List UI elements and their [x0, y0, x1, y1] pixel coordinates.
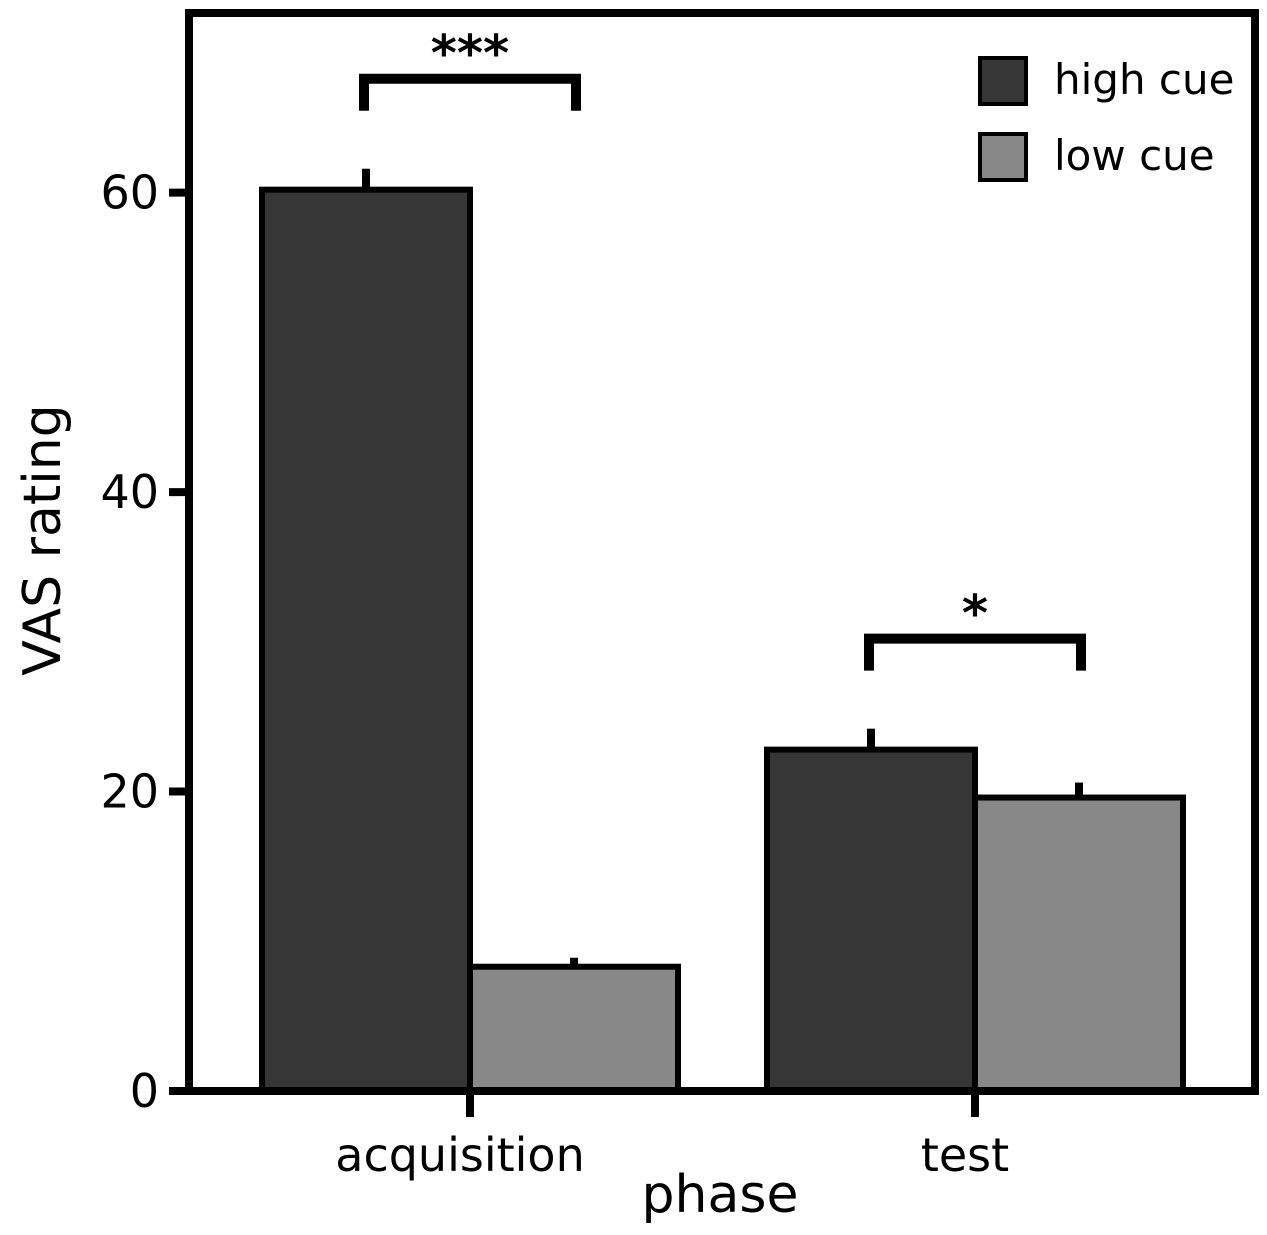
bar-acquisition-low-cue: [467, 963, 681, 1094]
bar-test-high-cue: [764, 746, 978, 1095]
y-axis: 0 20 40 60: [100, 166, 189, 1118]
y-axis-title: VAS rating: [13, 404, 73, 675]
x-axis-title: phase: [642, 1165, 799, 1225]
significance-label-test: *: [962, 585, 988, 643]
legend-swatch-high-cue: [978, 56, 1028, 106]
x-tick-label-test: test: [921, 1128, 1009, 1182]
significance-layer: ****: [359, 25, 1086, 671]
bar-acquisition-high-cue: [259, 186, 473, 1094]
y-tick-label: 60: [100, 166, 159, 220]
plot-frame: [185, 9, 1259, 1095]
y-tick-label: 40: [100, 465, 159, 519]
x-tick-label-acquisition: acquisition: [335, 1128, 584, 1182]
x-axis: acquisition test: [335, 1091, 1009, 1182]
legend: high cue low cue: [978, 55, 1234, 182]
legend-label-high-cue: high cue: [1054, 55, 1234, 104]
significance-bracket-test: [864, 633, 1086, 671]
error-bars-layer: [362, 168, 1083, 967]
y-tick-label: 0: [130, 1064, 159, 1118]
significance-bracket-acquisition: [359, 73, 581, 111]
legend-swatch-low-cue: [978, 132, 1028, 182]
significance-label-acquisition: ***: [431, 25, 509, 83]
legend-label-low-cue: low cue: [1054, 131, 1215, 180]
y-tick-label: 20: [100, 765, 159, 819]
bar-test-low-cue: [972, 794, 1186, 1094]
